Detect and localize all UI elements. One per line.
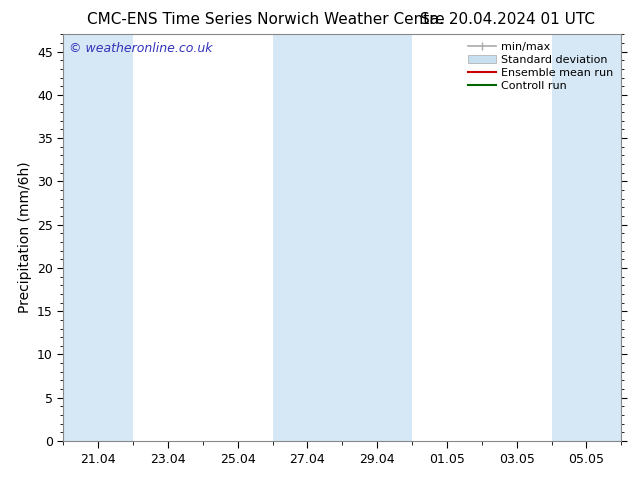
Y-axis label: Precipitation (mm/6h): Precipitation (mm/6h) <box>18 162 32 314</box>
Text: CMC-ENS Time Series Norwich Weather Centre: CMC-ENS Time Series Norwich Weather Cent… <box>87 12 445 27</box>
Bar <box>552 34 621 441</box>
Legend: min/max, Standard deviation, Ensemble mean run, Controll run: min/max, Standard deviation, Ensemble me… <box>466 40 616 93</box>
Text: © weatheronline.co.uk: © weatheronline.co.uk <box>69 43 212 55</box>
Text: Sa. 20.04.2024 01 UTC: Sa. 20.04.2024 01 UTC <box>420 12 595 27</box>
Bar <box>273 34 342 441</box>
Bar <box>63 34 133 441</box>
Bar <box>342 34 412 441</box>
